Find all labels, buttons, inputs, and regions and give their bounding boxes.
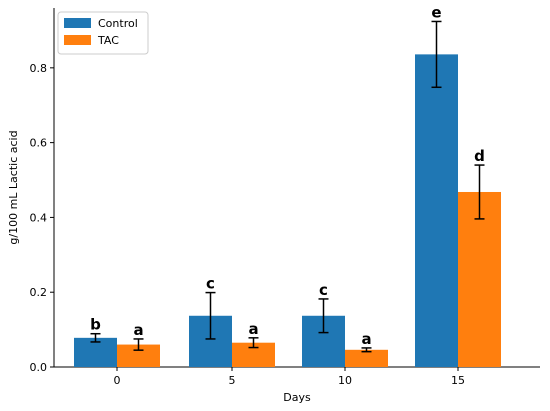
legend-swatch-control <box>64 18 91 28</box>
error-bar <box>248 337 259 349</box>
error-bar <box>205 291 216 340</box>
legend-label-tac: TAC <box>97 34 119 47</box>
legend: Control TAC <box>57 11 149 55</box>
y-tick-label: 0.4 <box>30 211 48 224</box>
y-axis-title: g/100 mL Lactic acid <box>7 130 20 244</box>
significance-letter: c <box>319 281 328 299</box>
legend-label-control: Control <box>98 17 138 30</box>
x-axis-title: Days <box>283 391 311 404</box>
y-tick-label: 0.8 <box>30 62 48 75</box>
significance-letter: e <box>431 3 441 21</box>
error-bar <box>318 298 329 334</box>
x-tick-label: 15 <box>451 374 465 387</box>
error-bar <box>133 338 144 351</box>
y-tick-label: 0.0 <box>30 361 48 374</box>
x-ticks: 0 5 10 15 <box>114 367 465 387</box>
significance-letter: c <box>206 275 215 293</box>
error-bar <box>90 332 101 343</box>
significance-letter: a <box>248 320 258 338</box>
y-tick-label: 0.6 <box>30 137 48 150</box>
error-bar <box>431 20 442 89</box>
error-bar <box>474 164 485 220</box>
y-ticks: 0.0 0.2 0.4 0.6 0.8 <box>30 62 54 374</box>
bar-tac-15 <box>458 191 501 367</box>
bar-tac-0 <box>117 344 160 367</box>
y-tick-label: 0.2 <box>30 286 48 299</box>
bar-control-15 <box>415 54 458 367</box>
x-tick-label: 5 <box>229 374 236 387</box>
x-tick-label: 0 <box>114 374 121 387</box>
significance-letter: b <box>90 316 101 334</box>
bar-tac-10 <box>345 349 388 367</box>
error-bars <box>90 20 485 353</box>
significance-letter: a <box>361 330 371 348</box>
significance-letter: d <box>474 147 485 165</box>
x-tick-label: 10 <box>338 374 352 387</box>
significance-letter: a <box>133 321 143 339</box>
significance-letters: b a c a c a e d <box>90 3 485 347</box>
legend-swatch-tac <box>64 35 91 45</box>
error-bar <box>361 347 372 353</box>
